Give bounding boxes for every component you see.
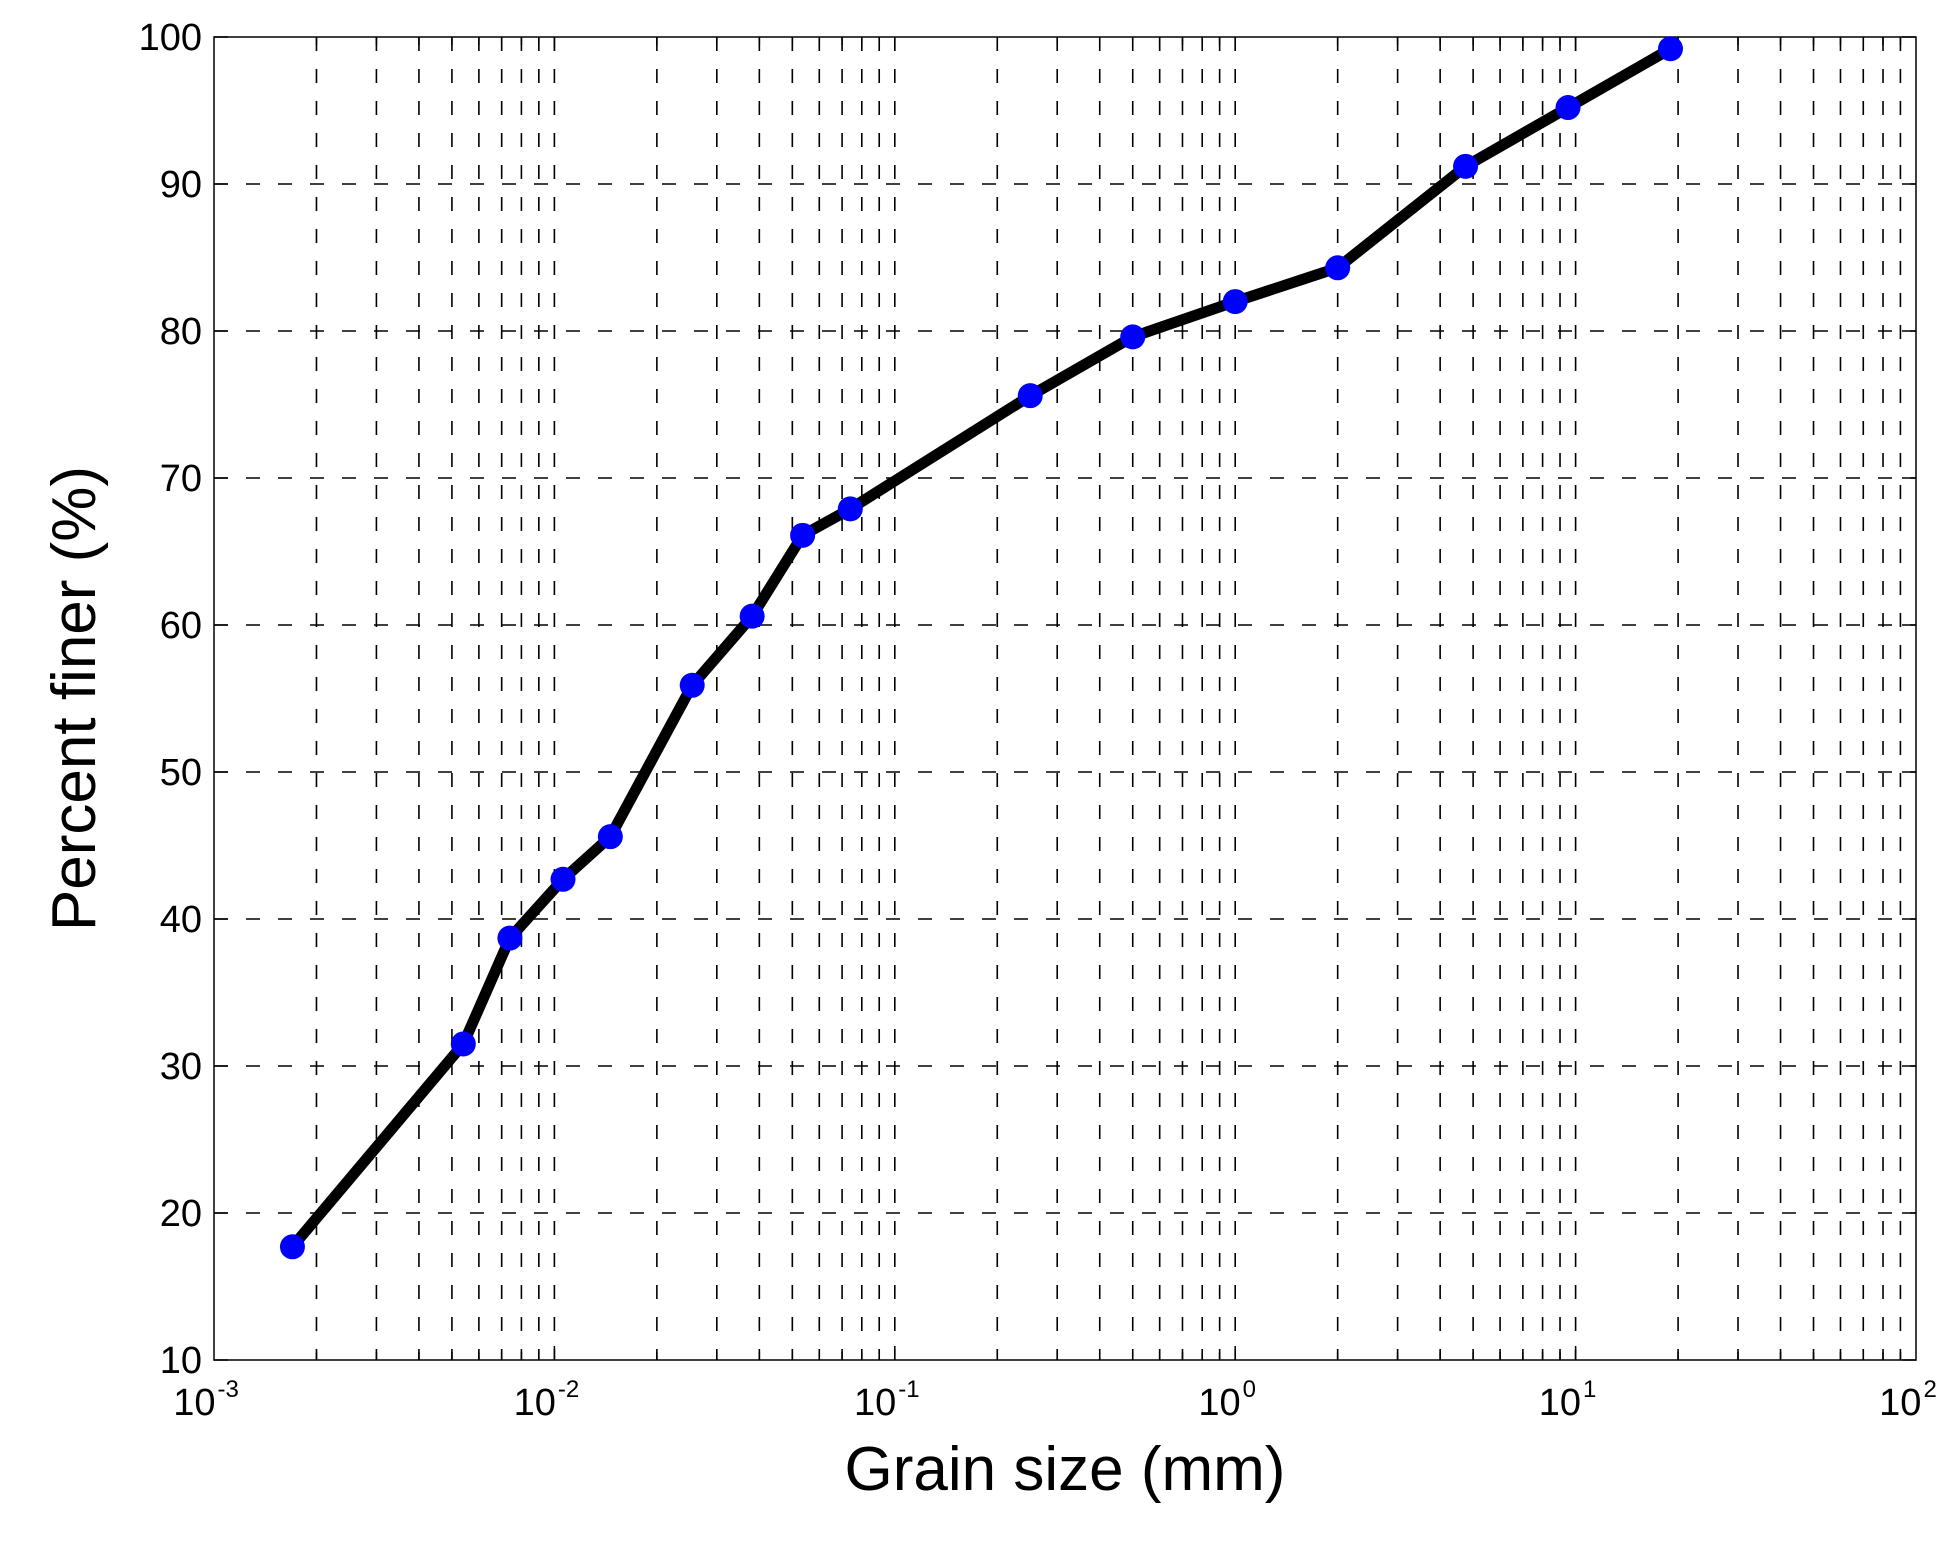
- series-line: [286, 43, 1676, 1253]
- y-tick-label: 30: [160, 1046, 202, 1088]
- y-tick-label: 70: [160, 458, 202, 500]
- data-point: [1657, 36, 1683, 62]
- y-tick-label: 20: [160, 1193, 202, 1235]
- y-tick-label: 60: [160, 605, 202, 647]
- y-tick-label: 40: [160, 899, 202, 941]
- y-tick-label: 10: [160, 1340, 202, 1382]
- data-point: [739, 603, 765, 629]
- data-series: [279, 36, 1683, 1260]
- data-point: [1120, 324, 1146, 350]
- x-tick-label: 10-1: [854, 1376, 920, 1424]
- x-tick-label: 10-3: [173, 1376, 239, 1424]
- y-tick-label: 90: [160, 164, 202, 206]
- data-point: [837, 496, 863, 522]
- data-point: [1222, 289, 1248, 315]
- x-tick-labels: 10-3 10-2 10-1 100 101 102: [173, 1376, 1937, 1424]
- data-point: [1325, 255, 1351, 281]
- x-tick-label: 101: [1539, 1376, 1597, 1424]
- data-point: [450, 1031, 476, 1057]
- y-tick-label: 80: [160, 311, 202, 353]
- y-tick-label: 50: [160, 752, 202, 794]
- y-tick-labels: 10 20 30 40 50 60 70 80 90 100: [139, 17, 202, 1382]
- grid-lines: [214, 37, 1916, 1360]
- data-point: [597, 824, 623, 850]
- x-tick-label: 10-2: [514, 1376, 580, 1424]
- x-tick-label: 102: [1879, 1376, 1937, 1424]
- plot-area-frame: [213, 36, 1917, 1361]
- data-point: [279, 1234, 305, 1260]
- x-tick-label: 100: [1198, 1376, 1256, 1424]
- y-tick-label: 100: [139, 17, 202, 59]
- x-axis-title: Grain size (mm): [845, 1435, 1286, 1504]
- data-point: [550, 866, 576, 892]
- data-point: [1555, 95, 1581, 121]
- y-axis-title: Percent finer (%): [40, 466, 109, 931]
- data-point: [679, 672, 705, 698]
- data-point: [790, 522, 816, 548]
- data-point: [1017, 383, 1043, 409]
- axis-ticks: [214, 36, 1916, 1361]
- data-point: [497, 925, 523, 951]
- data-point: [1453, 153, 1479, 179]
